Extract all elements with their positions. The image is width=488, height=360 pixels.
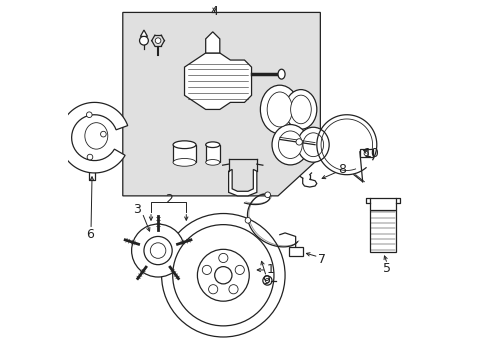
Circle shape <box>235 265 244 275</box>
Text: 8: 8 <box>338 163 346 176</box>
Bar <box>288 247 302 256</box>
Text: 7: 7 <box>318 253 325 266</box>
Text: 3: 3 <box>133 203 141 216</box>
Circle shape <box>197 249 249 301</box>
Ellipse shape <box>271 125 308 165</box>
Circle shape <box>364 152 367 156</box>
Polygon shape <box>59 102 127 173</box>
Ellipse shape <box>260 85 299 134</box>
Ellipse shape <box>139 36 148 45</box>
Circle shape <box>264 192 270 198</box>
Circle shape <box>87 154 93 160</box>
Circle shape <box>101 131 106 137</box>
Bar <box>359 149 372 157</box>
Ellipse shape <box>278 69 285 79</box>
Polygon shape <box>184 53 251 109</box>
Circle shape <box>265 278 269 283</box>
Ellipse shape <box>205 142 219 148</box>
Ellipse shape <box>266 92 292 127</box>
Text: 2: 2 <box>164 193 172 206</box>
Circle shape <box>214 267 231 284</box>
Ellipse shape <box>278 131 302 158</box>
Circle shape <box>244 217 250 223</box>
Circle shape <box>263 276 271 285</box>
Circle shape <box>202 265 211 275</box>
Bar <box>369 198 395 210</box>
Circle shape <box>131 224 184 277</box>
Circle shape <box>172 225 273 326</box>
Polygon shape <box>122 12 320 196</box>
Text: 5: 5 <box>383 262 390 275</box>
Text: 1: 1 <box>266 264 274 276</box>
Ellipse shape <box>173 141 196 149</box>
Circle shape <box>228 285 238 294</box>
Circle shape <box>218 253 227 262</box>
Text: 9: 9 <box>262 274 270 287</box>
Circle shape <box>143 237 172 265</box>
Polygon shape <box>140 30 147 36</box>
Text: 4: 4 <box>210 5 218 18</box>
Ellipse shape <box>285 90 316 129</box>
Circle shape <box>161 213 285 337</box>
Ellipse shape <box>290 95 311 124</box>
Bar <box>369 210 395 252</box>
Ellipse shape <box>85 123 107 149</box>
Ellipse shape <box>303 133 323 157</box>
Bar <box>205 145 219 162</box>
Text: 10: 10 <box>363 147 379 160</box>
Circle shape <box>155 38 161 44</box>
Ellipse shape <box>297 127 328 162</box>
Circle shape <box>86 112 92 118</box>
Circle shape <box>150 243 165 258</box>
Ellipse shape <box>173 158 196 166</box>
Circle shape <box>295 139 302 145</box>
Text: 6: 6 <box>86 228 94 241</box>
Bar <box>173 145 196 162</box>
Ellipse shape <box>205 159 219 165</box>
Polygon shape <box>205 32 219 53</box>
Polygon shape <box>228 170 256 196</box>
Circle shape <box>208 285 217 294</box>
